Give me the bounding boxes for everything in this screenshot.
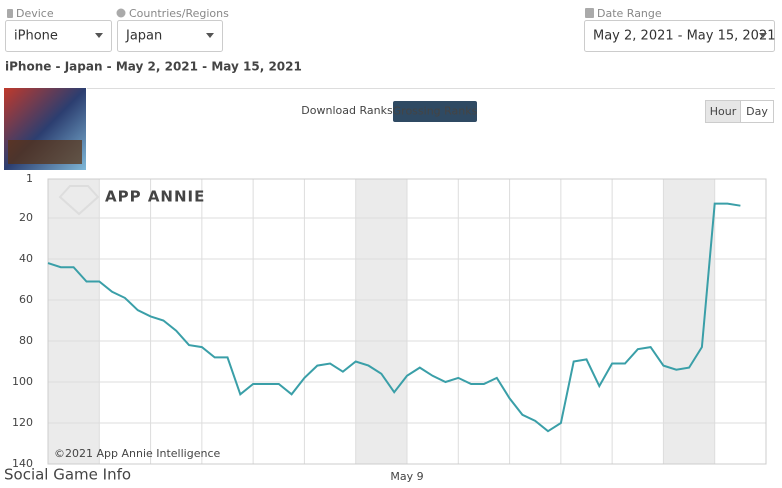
site-watermark: Social Game Info bbox=[4, 466, 131, 484]
weekend-band bbox=[355, 179, 407, 464]
y-tick-label: 140 bbox=[12, 457, 33, 470]
plot-frame bbox=[47, 178, 767, 465]
watermark: APP ANNIE bbox=[105, 188, 205, 206]
y-tick-label: 60 bbox=[19, 293, 33, 306]
country-value: Japan bbox=[125, 29, 162, 44]
y-tick-label: 40 bbox=[19, 252, 33, 265]
day-button[interactable]: Day bbox=[746, 105, 768, 118]
country-select[interactable]: Japan bbox=[117, 20, 223, 52]
y-tick-label: 20 bbox=[19, 211, 33, 224]
weekend-band bbox=[663, 179, 715, 464]
device-icon bbox=[7, 9, 13, 18]
x-tick-label: May 9 bbox=[390, 470, 423, 483]
watermark-logo bbox=[58, 185, 100, 216]
y-tick-label: 80 bbox=[19, 334, 33, 347]
device-label: Device bbox=[16, 7, 54, 20]
subtitle: iPhone - Japan - May 2, 2021 - May 15, 2… bbox=[5, 60, 302, 74]
device-select[interactable]: iPhone bbox=[5, 20, 112, 52]
tab-active[interactable]: Grossing Ranks bbox=[393, 105, 478, 118]
hour-button[interactable]: Hour bbox=[710, 105, 737, 118]
app-icon bbox=[4, 88, 86, 170]
y-tick-label: 100 bbox=[12, 375, 33, 388]
globe-icon bbox=[116, 8, 126, 18]
day-button-bg[interactable] bbox=[740, 100, 774, 123]
tab[interactable]: Download Ranks bbox=[301, 104, 393, 117]
weekend-band bbox=[48, 179, 100, 464]
copyright: ©2021 App Annie Intelligence bbox=[54, 447, 221, 460]
device-value: iPhone bbox=[14, 29, 58, 44]
country-label: Countries/Regions bbox=[129, 7, 229, 20]
date-value: May 2, 2021 - May 15, 2021 bbox=[593, 29, 775, 44]
y-tick-label: 1 bbox=[26, 172, 33, 185]
series-line bbox=[47, 202, 741, 433]
y-tick-label: 120 bbox=[12, 416, 33, 429]
date-select[interactable]: May 2, 2021 - May 15, 2021 bbox=[584, 20, 776, 52]
calendar-icon bbox=[585, 8, 594, 18]
active-tab-bg[interactable] bbox=[393, 101, 477, 122]
date-label: Date Range bbox=[597, 7, 662, 20]
